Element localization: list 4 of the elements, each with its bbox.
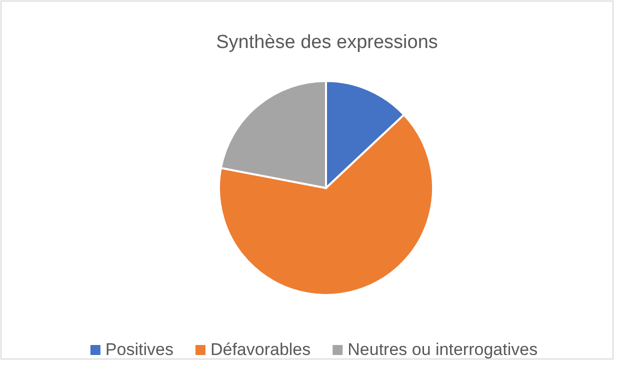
chart-title: Synthèse des expressions: [216, 32, 438, 53]
legend-label: Neutres ou interrogatives: [348, 340, 538, 359]
legend-label: Défavorables: [210, 340, 311, 359]
legend-label: Positives: [105, 340, 174, 359]
